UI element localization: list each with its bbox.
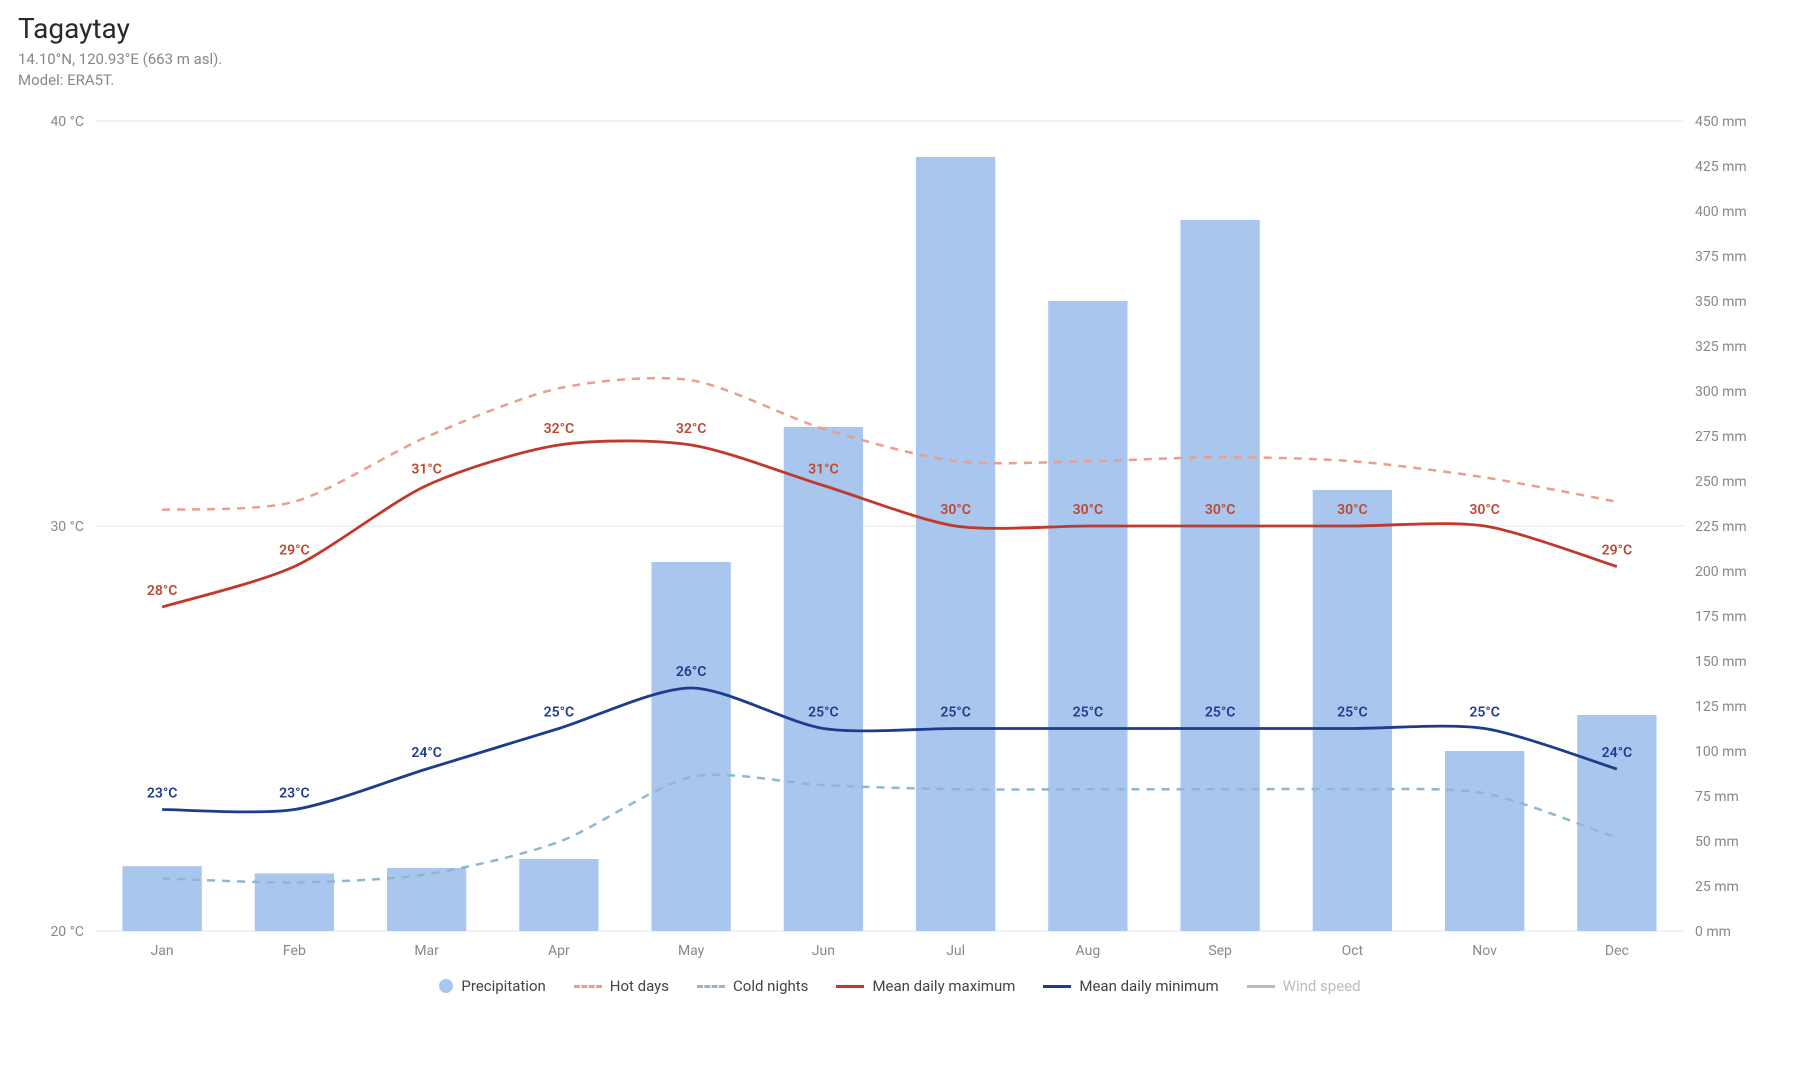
svg-text:Mar: Mar (414, 943, 439, 959)
precipitation-bar (122, 866, 201, 931)
line-icon (574, 985, 602, 988)
mean-max-label: 30°C (1205, 502, 1236, 518)
line-icon (1247, 985, 1275, 988)
cold-nights-line (162, 775, 1617, 883)
svg-text:Sep: Sep (1208, 943, 1232, 959)
dot-icon (439, 979, 453, 993)
svg-text:Jun: Jun (812, 943, 835, 959)
legend-mean-min[interactable]: Mean daily minimum (1043, 977, 1218, 995)
chart-svg: 20 °C 30 °C 40 °C 0 mm 25 mm 50 mm 75 mm 100 mm… (18, 91, 1778, 971)
mean-min-label: 25°C (1205, 705, 1236, 721)
mean-min-label: 25°C (1469, 705, 1500, 721)
mean-min-label: 25°C (940, 705, 971, 721)
mean-max-label: 31°C (411, 462, 442, 478)
svg-text:200 mm: 200 mm (1695, 564, 1747, 580)
svg-text:Apr: Apr (548, 943, 570, 959)
mean-max-label: 30°C (1337, 502, 1368, 518)
precipitation-bar (519, 859, 598, 931)
precipitation-bar (784, 427, 863, 931)
mean-max-label: 32°C (676, 421, 707, 437)
svg-text:225 mm: 225 mm (1695, 519, 1747, 535)
precipitation-bar (916, 157, 995, 931)
legend-hot-days[interactable]: Hot days (574, 977, 669, 995)
climate-chart: 20 °C 30 °C 40 °C 0 mm 25 mm 50 mm 75 mm 100 mm… (18, 91, 1782, 971)
mean-max-label: 30°C (1073, 502, 1104, 518)
mean-min-label: 24°C (411, 745, 442, 761)
svg-text:325 mm: 325 mm (1695, 339, 1747, 355)
svg-text:250 mm: 250 mm (1695, 474, 1747, 490)
legend-label: Mean daily maximum (872, 977, 1015, 995)
page-title: Tagaytay (18, 12, 1782, 45)
svg-text:Aug: Aug (1076, 943, 1101, 959)
model-line: Model: ERA5T. (18, 70, 1782, 91)
mean-max-label: 30°C (940, 502, 971, 518)
legend-mean-max[interactable]: Mean daily maximum (836, 977, 1015, 995)
mean-min-label: 26°C (676, 664, 707, 680)
svg-text:50 mm: 50 mm (1695, 834, 1739, 850)
mean-min-label: 24°C (1602, 745, 1633, 761)
svg-text:Jul: Jul (946, 943, 965, 959)
svg-text:May: May (678, 943, 705, 959)
line-icon (836, 985, 864, 988)
svg-text:Nov: Nov (1472, 943, 1497, 959)
line-icon (697, 985, 725, 988)
mean-min-label: 25°C (808, 705, 839, 721)
legend-label: Mean daily minimum (1079, 977, 1218, 995)
precipitation-bar (1180, 220, 1259, 931)
svg-text:275 mm: 275 mm (1695, 429, 1747, 445)
svg-text:0 mm: 0 mm (1695, 924, 1731, 940)
mean-min-label: 23°C (279, 786, 310, 802)
mean-min-label: 25°C (1337, 705, 1368, 721)
mean-max-label: 30°C (1469, 502, 1500, 518)
svg-text:450 mm: 450 mm (1695, 114, 1747, 130)
precipitation-bar (255, 873, 334, 931)
svg-text:75 mm: 75 mm (1695, 789, 1739, 805)
svg-text:375 mm: 375 mm (1695, 249, 1747, 265)
legend: Precipitation Hot days Cold nights Mean … (18, 977, 1782, 995)
mean-max-label: 32°C (544, 421, 575, 437)
svg-text:20 °C: 20 °C (50, 924, 84, 940)
legend-label: Cold nights (733, 977, 808, 995)
line-icon (1043, 985, 1071, 988)
svg-text:425 mm: 425 mm (1695, 159, 1747, 175)
precipitation-bar (1445, 751, 1524, 931)
legend-label: Wind speed (1283, 977, 1361, 995)
legend-precipitation[interactable]: Precipitation (439, 977, 545, 995)
precipitation-bar (651, 562, 730, 931)
svg-text:30 °C: 30 °C (50, 519, 84, 535)
mean-max-label: 29°C (279, 543, 310, 559)
mean-min-label: 23°C (147, 786, 178, 802)
svg-text:350 mm: 350 mm (1695, 294, 1747, 310)
svg-text:Oct: Oct (1342, 943, 1364, 959)
svg-text:100 mm: 100 mm (1695, 744, 1747, 760)
legend-label: Precipitation (461, 977, 545, 995)
svg-text:150 mm: 150 mm (1695, 654, 1747, 670)
svg-text:400 mm: 400 mm (1695, 204, 1747, 220)
svg-text:175 mm: 175 mm (1695, 609, 1747, 625)
svg-text:300 mm: 300 mm (1695, 384, 1747, 400)
mean-max-label: 29°C (1602, 543, 1633, 559)
svg-text:125 mm: 125 mm (1695, 699, 1747, 715)
svg-text:Feb: Feb (283, 943, 306, 959)
location-line: 14.10°N, 120.93°E (663 m asl). (18, 49, 1782, 70)
mean-max-label: 28°C (147, 583, 178, 599)
svg-text:25 mm: 25 mm (1695, 879, 1739, 895)
legend-cold-nights[interactable]: Cold nights (697, 977, 808, 995)
mean-min-label: 25°C (544, 705, 575, 721)
mean-min-label: 25°C (1073, 705, 1104, 721)
legend-wind-speed[interactable]: Wind speed (1247, 977, 1361, 995)
svg-text:Jan: Jan (151, 943, 174, 959)
svg-text:Dec: Dec (1605, 943, 1629, 959)
mean-min-line (162, 688, 1617, 812)
mean-max-label: 31°C (808, 462, 839, 478)
precipitation-bar (387, 868, 466, 931)
svg-text:40 °C: 40 °C (50, 114, 84, 130)
legend-label: Hot days (610, 977, 669, 995)
precipitation-bar (1048, 301, 1127, 931)
hot-days-line (162, 378, 1617, 510)
